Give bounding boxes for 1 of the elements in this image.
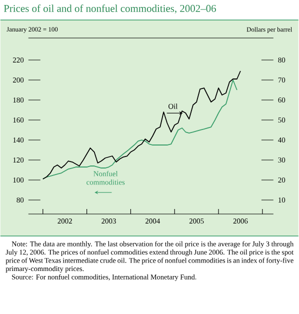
chart-title: Prices of oil and of nonfuel commodities, 2002–06 xyxy=(4,4,216,14)
